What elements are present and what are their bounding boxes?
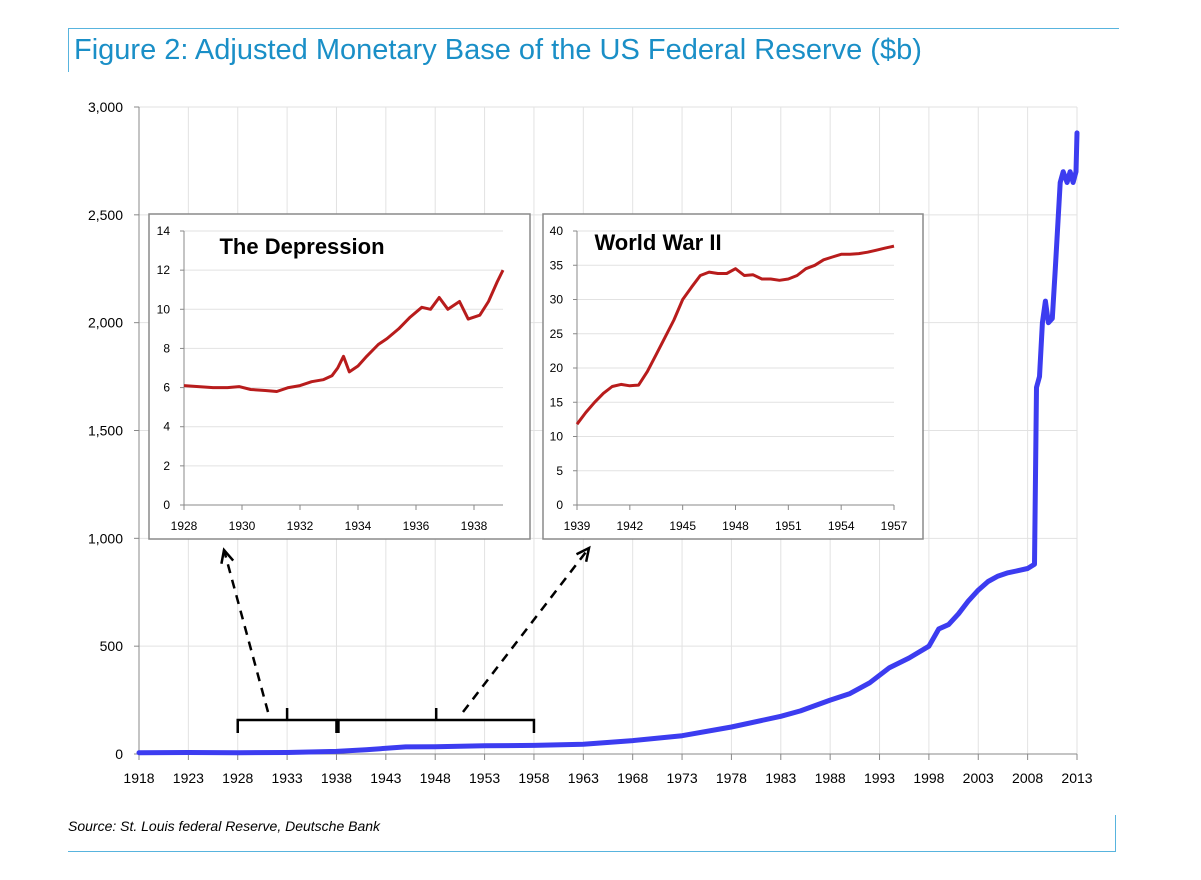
x-tick-label: 1918 [123,770,154,786]
source-note: Source: St. Louis federal Reserve, Deuts… [68,818,381,834]
main-x-tick-labels: 1918 1923 1928 1933 1938 1943 1948 1953 1958 1963… [123,770,1092,786]
ww2-inset-x-tick-label: 1945 [669,519,696,533]
ww2-inset-x-tick-label: 1954 [828,519,855,533]
ww2-bracket [337,708,536,733]
ww2-inset-y-tick-label: 35 [550,258,564,272]
ww2-inset-y-tick-label: 0 [556,498,563,512]
depression-inset-x-tick-label: 1928 [171,519,198,533]
bottom-rule [68,851,1116,852]
depression-inset-title: The Depression [219,234,384,259]
depression-inset-x-tick-label: 1936 [403,519,430,533]
y-tick-label: 2,500 [88,207,123,223]
depression-inset-y-tick-label: 0 [163,498,170,512]
ww2-inset-y-tick-label: 40 [550,224,564,238]
annotations [220,545,591,733]
ww2-inset-y-tick-label: 15 [550,395,564,409]
depression-inset-y-tick-label: 6 [163,381,170,395]
x-tick-label: 1988 [815,770,846,786]
x-tick-label: 1963 [568,770,599,786]
ww2-inset-x-tick-label: 1957 [881,519,908,533]
depression-bracket [236,708,338,733]
ww2-inset-title: World War II [594,230,721,255]
x-tick-label: 1968 [617,770,648,786]
right-rule [1115,815,1116,852]
depression-inset-y-tick-label: 14 [157,224,171,238]
figure-title: Figure 2: Adjusted Monetary Base of the … [74,34,922,66]
ww2-inset-y-tick-label: 5 [556,464,563,478]
depression-inset-x-tick-label: 1932 [287,519,314,533]
arrow-to-depression-inset [222,549,270,713]
x-tick-label: 2003 [963,770,994,786]
y-tick-label: 1,500 [88,423,123,439]
x-tick-label: 1958 [518,770,549,786]
x-tick-label: 1978 [716,770,747,786]
x-tick-label: 1973 [666,770,697,786]
y-tick-label: 2,000 [88,315,123,331]
arrow-to-depression-inset-head [220,547,235,564]
ww2-inset-y-tick-label: 20 [550,361,564,375]
depression-inset-y-tick-label: 8 [163,341,170,355]
depression-inset-frame [148,213,531,540]
main-y-tick-labels: 0 500 1,000 1,500 2,000 2,500 3,000 [88,99,123,762]
ww2-inset-y-tick-label: 30 [550,293,564,307]
ww2-inset-x-tick-label: 1939 [564,519,591,533]
ww2-inset-y-tick-label: 25 [550,327,564,341]
x-tick-label: 2013 [1061,770,1092,786]
y-tick-label: 0 [115,746,123,762]
y-tick-label: 3,000 [88,99,123,115]
title-left-rule [68,28,69,72]
depression-inset-series-line [183,269,505,393]
depression-inset-y-tick-label: 2 [163,459,170,473]
ww2-inset-series-line [575,244,895,426]
depression-inset-x-tick-label: 1930 [229,519,256,533]
main-series [136,130,1080,756]
arrow-to-ww2-inset [462,547,590,713]
x-tick-label: 1983 [765,770,796,786]
inset-world-war-ii: 0 5 10 15 20 25 30 35 40 1939 1942 1945 1948 1951 1954… [542,213,924,540]
ww2-inset-frame [542,213,924,540]
x-tick-label: 1993 [864,770,895,786]
depression-inset-y-tick-label: 10 [157,302,171,316]
depression-inset-x-tick-label: 1934 [345,519,372,533]
depression-inset-x-tick-label: 1938 [461,519,488,533]
ww2-inset-y-tick-label: 10 [550,430,564,444]
x-tick-label: 1998 [913,770,944,786]
arrow-to-ww2-inset-head [575,545,591,562]
x-tick-label: 2008 [1012,770,1043,786]
ww2-inset-x-tick-label: 1942 [616,519,643,533]
y-tick-label: 1,000 [88,530,123,546]
x-tick-label: 1938 [321,770,352,786]
x-tick-label: 1943 [370,770,401,786]
x-tick-label: 1933 [272,770,303,786]
x-tick-label: 1948 [420,770,451,786]
ww2-inset-x-tick-label: 1951 [775,519,802,533]
x-tick-label: 1953 [469,770,500,786]
x-tick-label: 1928 [222,770,253,786]
ww2-inset-x-tick-label: 1948 [722,519,749,533]
main-series-line [136,130,1080,756]
top-rule [68,28,1119,29]
depression-inset-y-tick-label: 4 [163,420,170,434]
x-tick-label: 1923 [173,770,204,786]
y-tick-label: 500 [100,638,124,654]
depression-inset-y-tick-label: 12 [157,263,171,277]
inset-depression: 0 2 4 6 8 10 12 14 1928 1930 1932 1934 1936 1938 The D… [148,213,531,540]
